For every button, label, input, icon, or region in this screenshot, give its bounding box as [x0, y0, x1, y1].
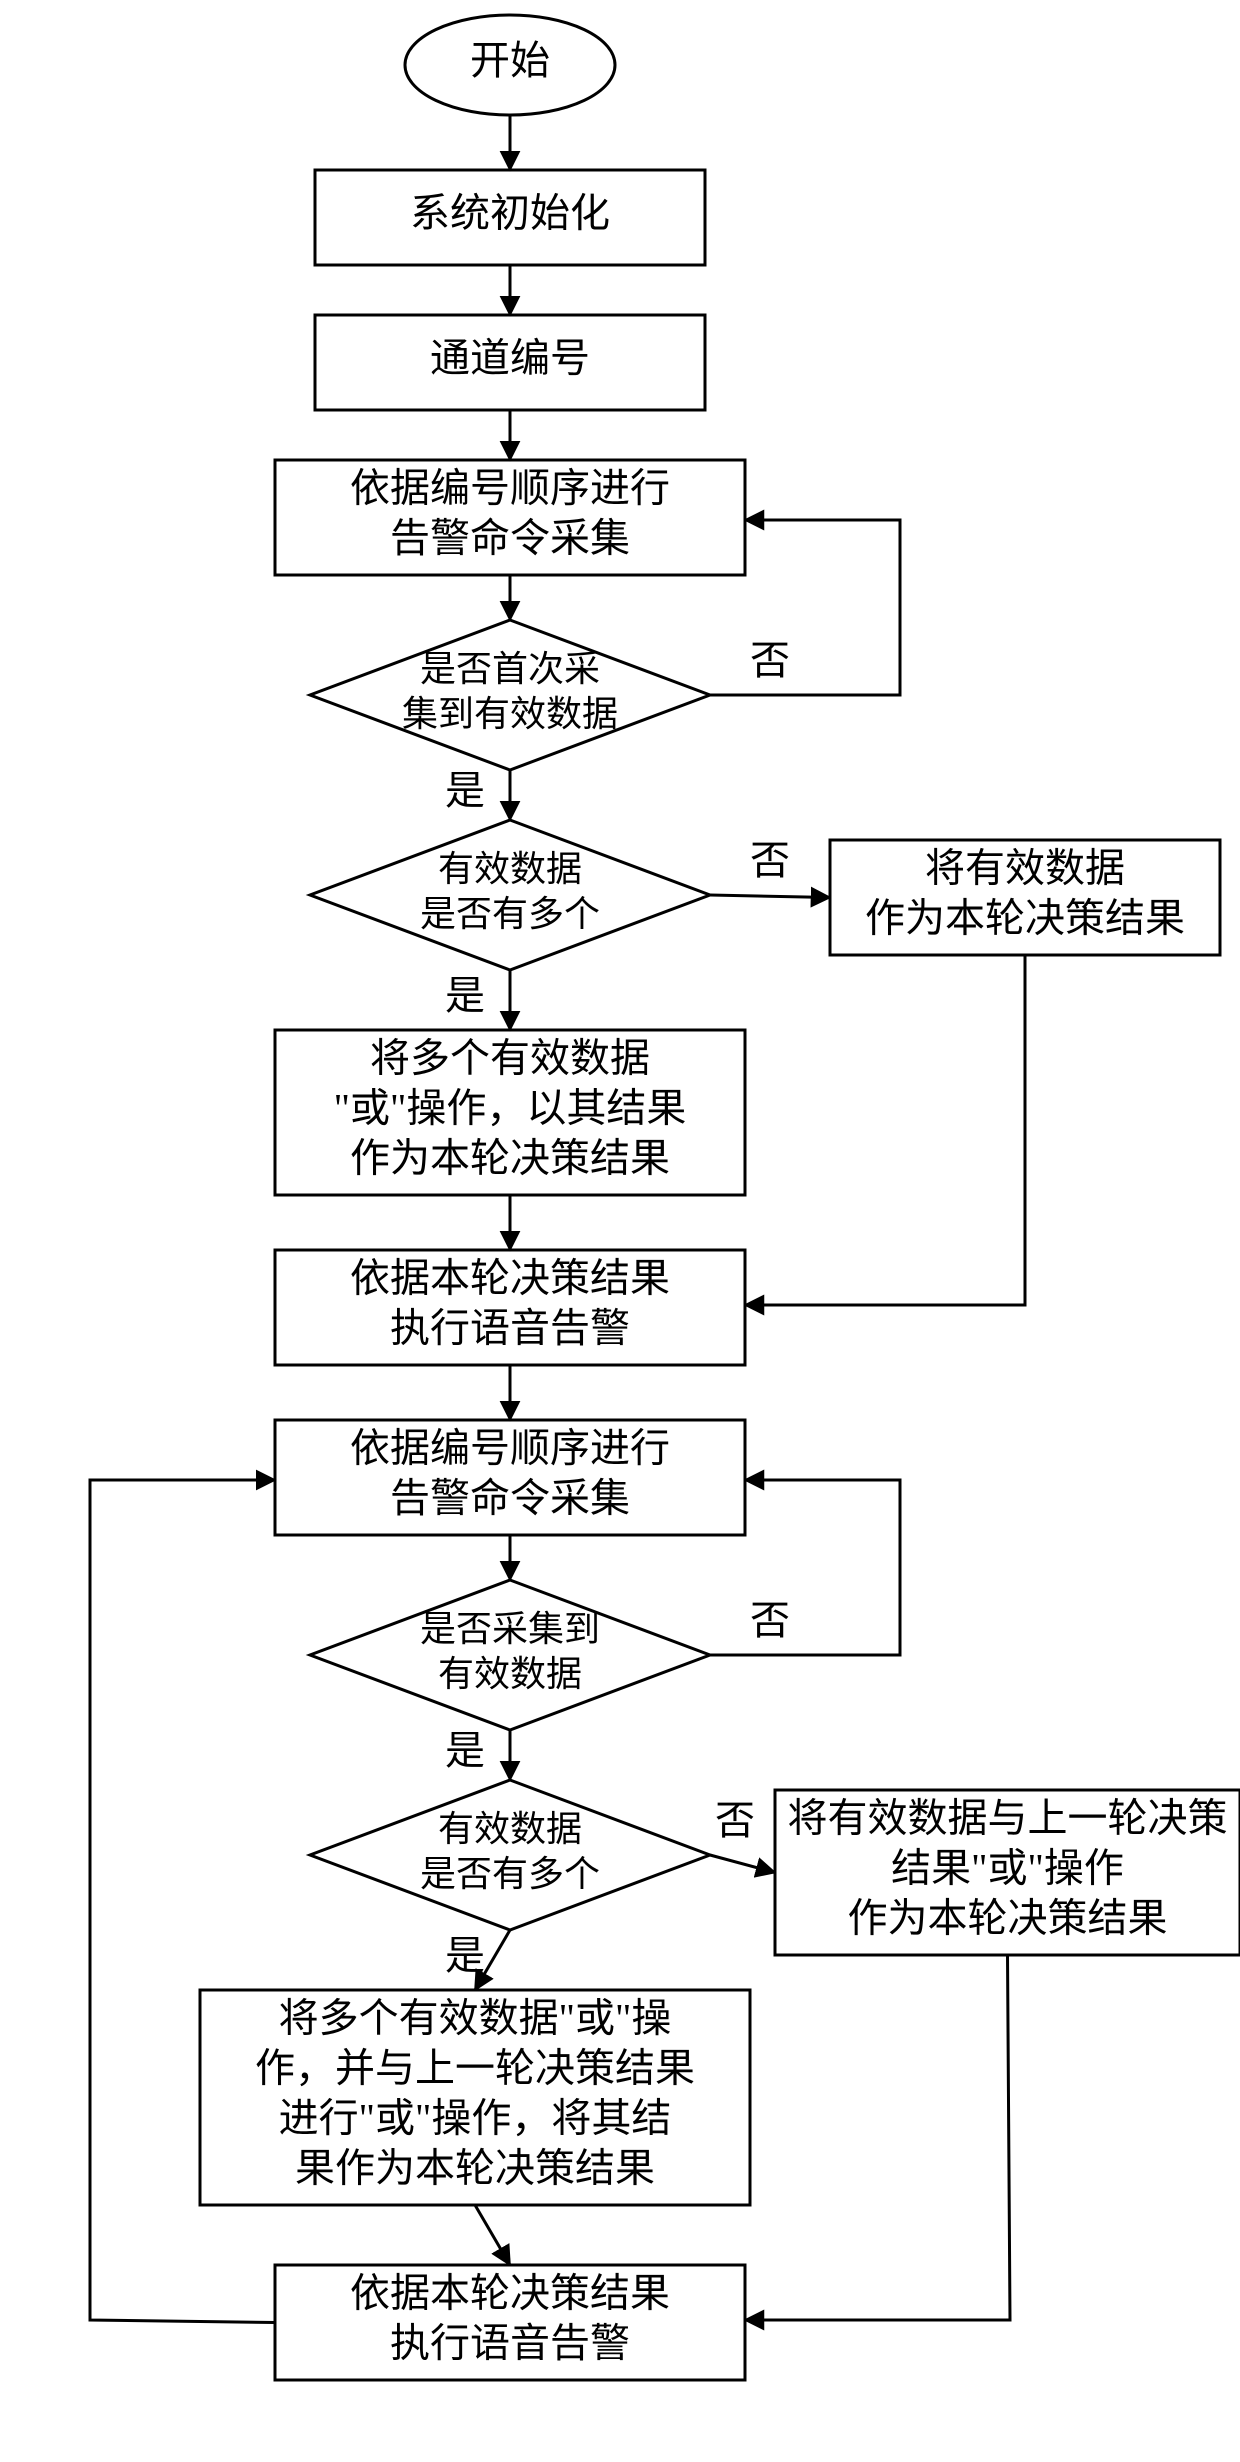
edge-label: 是 — [445, 973, 485, 1018]
edge — [710, 1480, 900, 1655]
node-text: 是否采集到 — [420, 1609, 600, 1649]
node-text: 是否有多个 — [420, 894, 600, 934]
node-text: 有效数据 — [438, 849, 582, 889]
edge-label: 是 — [445, 768, 485, 813]
edge-label: 否 — [715, 1798, 755, 1843]
node-text: 开始 — [470, 38, 550, 83]
edge-label: 否 — [750, 1598, 790, 1643]
node-text: 有效数据 — [438, 1654, 582, 1694]
node-text: 将多个有效数据 — [370, 1036, 650, 1081]
node-text: 依据本轮决策结果 — [350, 2271, 670, 2316]
node-text: 作为本轮决策结果 — [865, 896, 1185, 941]
edge — [710, 1855, 775, 1873]
node-text: 将有效数据 — [925, 846, 1125, 891]
edge — [710, 520, 900, 695]
node-text: 作为本轮决策结果 — [350, 1136, 670, 1181]
edge — [745, 1955, 1010, 2320]
edge-label: 否 — [750, 838, 790, 883]
edge — [90, 1480, 275, 2323]
node-text: 是否首次采 — [420, 649, 600, 689]
node-text: 执行语音告警 — [390, 2321, 630, 2366]
node-text: 依据编号顺序进行 — [350, 466, 670, 511]
node-text: 执行语音告警 — [390, 1306, 630, 1351]
flowchart-canvas: 开始系统初始化通道编号依据编号顺序进行告警命令采集是否首次采集到有效数据有效数据… — [0, 0, 1240, 2462]
node-text: 告警命令采集 — [390, 1476, 630, 1521]
edge — [745, 955, 1025, 1305]
node-text: 集到有效数据 — [402, 694, 618, 734]
node-text: 依据本轮决策结果 — [350, 1256, 670, 1301]
node-text: 将多个有效数据"或"操 — [279, 1996, 672, 2041]
node-text: 作为本轮决策结果 — [848, 1896, 1168, 1941]
node-text: 果作为本轮决策结果 — [295, 2146, 655, 2191]
node-text: 通道编号 — [430, 336, 590, 381]
node-text: 是否有多个 — [420, 1854, 600, 1894]
node-text: 作，并与上一轮决策结果 — [255, 2046, 695, 2091]
edge-label: 是 — [445, 1728, 485, 1773]
node-text: 结果"或"操作 — [891, 1846, 1124, 1891]
node-text: 系统初始化 — [410, 191, 610, 236]
node-text: 将有效数据与上一轮决策 — [788, 1796, 1228, 1841]
edge — [475, 2205, 510, 2265]
node-text: 依据编号顺序进行 — [350, 1426, 670, 1471]
edge-label: 否 — [750, 638, 790, 683]
node-text: "或"操作，以其结果 — [334, 1086, 687, 1131]
edge — [710, 895, 830, 898]
node-text: 进行"或"操作，将其结 — [279, 2096, 672, 2141]
node-text: 有效数据 — [438, 1809, 582, 1849]
edge-label: 是 — [445, 1933, 485, 1978]
node-text: 告警命令采集 — [390, 516, 630, 561]
